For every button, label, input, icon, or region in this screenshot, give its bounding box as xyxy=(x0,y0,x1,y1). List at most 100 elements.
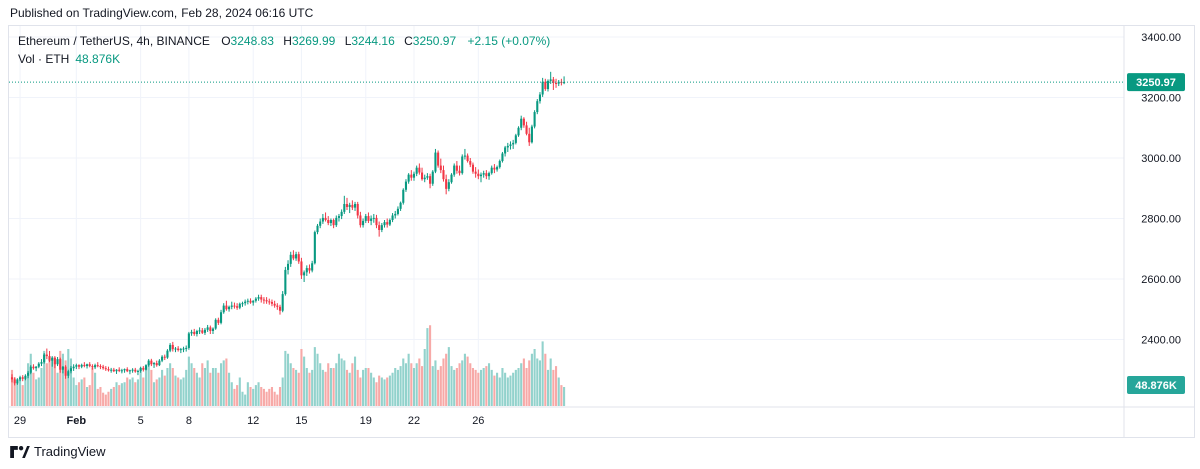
candle[interactable] xyxy=(182,346,185,353)
candle[interactable] xyxy=(59,357,62,373)
candle[interactable] xyxy=(429,173,432,189)
candle[interactable] xyxy=(284,266,287,296)
candle[interactable] xyxy=(434,148,437,174)
candle[interactable] xyxy=(442,165,445,182)
candle[interactable] xyxy=(147,359,150,367)
candle[interactable] xyxy=(270,299,274,307)
candle[interactable] xyxy=(257,294,260,301)
candle[interactable] xyxy=(241,301,244,307)
candle[interactable] xyxy=(217,317,220,325)
candle[interactable] xyxy=(91,364,94,370)
candle[interactable] xyxy=(308,264,311,274)
candle[interactable] xyxy=(394,210,397,219)
candle[interactable] xyxy=(48,350,51,363)
candle[interactable] xyxy=(233,302,236,309)
candle[interactable] xyxy=(163,354,166,361)
candle[interactable] xyxy=(120,368,123,374)
candle[interactable] xyxy=(431,170,434,186)
candle[interactable] xyxy=(423,174,426,183)
candle[interactable] xyxy=(94,363,97,370)
candle[interactable] xyxy=(281,291,284,313)
candle[interactable] xyxy=(295,251,298,261)
candle[interactable] xyxy=(236,303,239,310)
candle[interactable] xyxy=(501,151,504,163)
candle[interactable] xyxy=(426,173,429,180)
candle[interactable] xyxy=(533,110,536,129)
candle[interactable] xyxy=(498,159,501,169)
candle[interactable] xyxy=(67,369,70,379)
candle[interactable] xyxy=(362,218,365,228)
candle[interactable] xyxy=(64,365,67,379)
candle[interactable] xyxy=(174,347,177,353)
candle[interactable] xyxy=(412,171,416,181)
candle[interactable] xyxy=(203,327,207,335)
candle[interactable] xyxy=(514,133,517,145)
candle[interactable] xyxy=(139,366,142,373)
candle[interactable] xyxy=(99,364,102,370)
candle[interactable] xyxy=(388,218,391,227)
candle[interactable] xyxy=(131,368,134,373)
candle[interactable] xyxy=(177,346,180,352)
candle[interactable] xyxy=(123,368,126,373)
candle[interactable] xyxy=(466,153,469,163)
candle[interactable] xyxy=(83,362,86,368)
candle[interactable] xyxy=(327,216,330,226)
candle[interactable] xyxy=(40,359,43,367)
candle[interactable] xyxy=(16,378,19,385)
candle[interactable] xyxy=(311,260,314,273)
candle[interactable] xyxy=(520,115,523,131)
candle[interactable] xyxy=(190,329,193,336)
candle[interactable] xyxy=(51,356,54,367)
candle[interactable] xyxy=(477,169,480,180)
candle[interactable] xyxy=(265,297,268,304)
candle[interactable] xyxy=(286,260,290,275)
candle[interactable] xyxy=(214,318,217,330)
candle[interactable] xyxy=(469,158,472,168)
candle[interactable] xyxy=(493,164,496,174)
candle[interactable] xyxy=(72,364,75,371)
candle[interactable] xyxy=(252,300,255,306)
candle[interactable] xyxy=(249,298,252,304)
candle[interactable] xyxy=(563,76,566,85)
candle[interactable] xyxy=(209,325,212,335)
candle[interactable] xyxy=(512,139,515,149)
candle[interactable] xyxy=(29,365,32,375)
candle[interactable] xyxy=(244,299,247,306)
candle[interactable] xyxy=(45,348,48,360)
candle[interactable] xyxy=(321,213,324,224)
candle[interactable] xyxy=(340,209,343,220)
candle[interactable] xyxy=(386,218,389,228)
candle[interactable] xyxy=(43,353,46,364)
tradingview-footer[interactable]: TradingView xyxy=(10,444,106,459)
candle[interactable] xyxy=(364,213,367,224)
candle[interactable] xyxy=(10,374,14,383)
candle[interactable] xyxy=(552,76,555,90)
candle[interactable] xyxy=(27,370,30,379)
candle[interactable] xyxy=(305,265,308,276)
candle[interactable] xyxy=(447,179,450,192)
candle[interactable] xyxy=(158,359,161,367)
candle[interactable] xyxy=(171,341,174,352)
candle[interactable] xyxy=(509,141,512,150)
candle[interactable] xyxy=(222,303,225,314)
candle[interactable] xyxy=(367,212,370,224)
candle[interactable] xyxy=(504,145,507,157)
candle[interactable] xyxy=(546,79,550,92)
candle[interactable] xyxy=(179,347,182,354)
candle[interactable] xyxy=(185,345,188,352)
candle[interactable] xyxy=(439,158,442,174)
candle[interactable] xyxy=(262,297,265,304)
candle[interactable] xyxy=(13,377,16,386)
candle[interactable] xyxy=(372,213,375,223)
candle[interactable] xyxy=(391,213,394,223)
candle[interactable] xyxy=(530,124,533,144)
candle[interactable] xyxy=(359,211,362,228)
candle[interactable] xyxy=(522,117,525,128)
candle[interactable] xyxy=(102,364,105,370)
candle[interactable] xyxy=(273,300,276,308)
candle[interactable] xyxy=(107,366,110,372)
candle[interactable] xyxy=(161,355,164,363)
candle[interactable] xyxy=(187,331,190,350)
candle[interactable] xyxy=(228,305,231,312)
